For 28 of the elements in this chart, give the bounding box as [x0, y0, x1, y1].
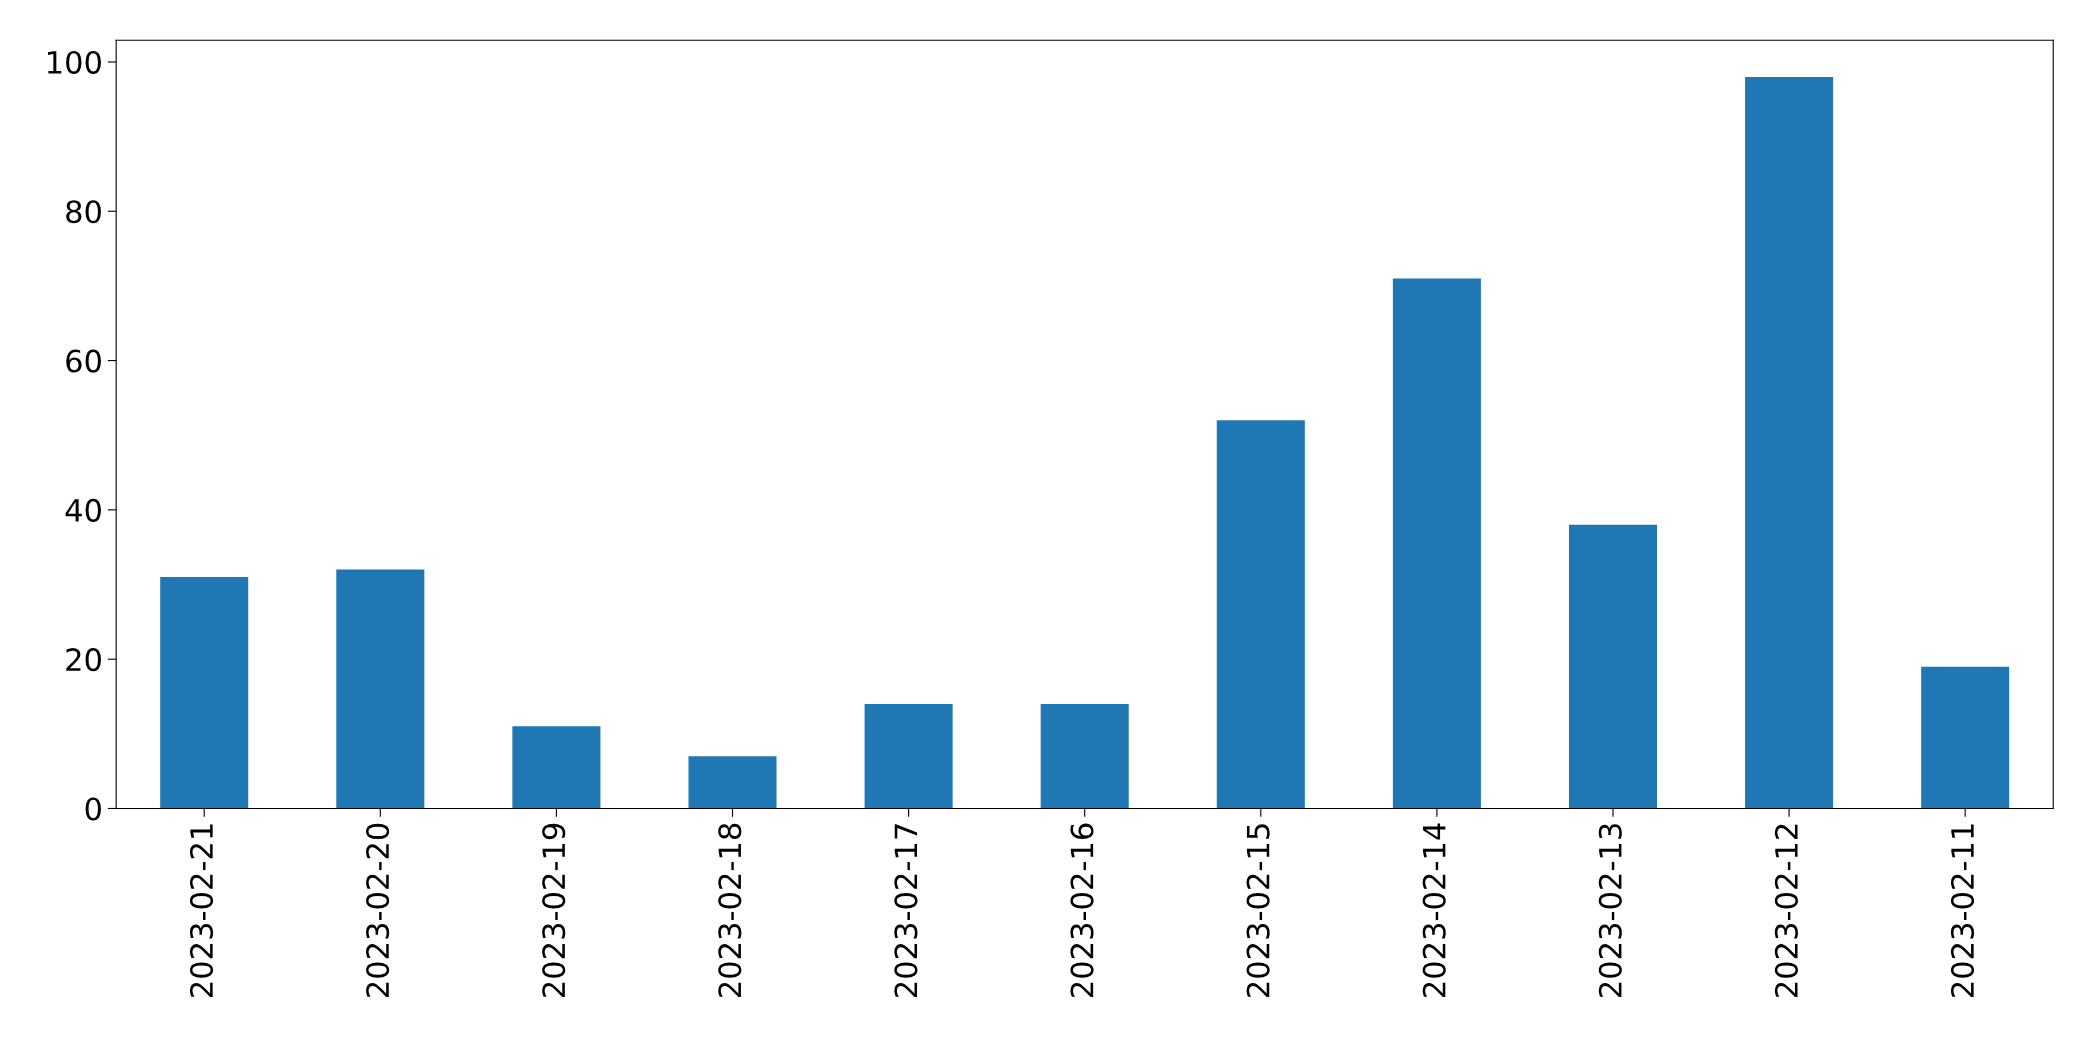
- x-tick-label: 2023-02-20: [366, 823, 390, 998]
- x-tick-label: 2023-02-17: [894, 824, 918, 998]
- x-tick-label: 2023-02-21: [189, 824, 214, 998]
- bar: [1040, 703, 1129, 809]
- x-tick-label: 2023-02-18: [718, 823, 742, 998]
- x-tick-label: 2023-02-12: [1774, 824, 1798, 998]
- y-tick-label: 100: [48, 50, 101, 75]
- bar: [1568, 524, 1658, 809]
- bar: [1745, 76, 1834, 809]
- y-tick-label: 60: [66, 349, 101, 373]
- x-tick-label: 2023-02-14: [1422, 823, 1446, 998]
- bar: [512, 726, 601, 809]
- x-tick-label: 2023-02-16: [1070, 823, 1094, 998]
- x-tick-label: 2023-02-19: [542, 823, 566, 998]
- y-tick-label: 20: [66, 648, 101, 672]
- bar: [1392, 278, 1481, 809]
- bar: [1921, 666, 2010, 809]
- y-tick-label: 40: [65, 498, 101, 522]
- y-tick-label: 0: [85, 797, 101, 821]
- bar: [1216, 420, 1305, 809]
- x-tick-label: 2023-02-15: [1246, 824, 1270, 998]
- bar: [160, 577, 249, 809]
- bar: [864, 703, 953, 809]
- bar: [688, 756, 777, 809]
- bar: [336, 569, 425, 809]
- y-tick-label: 80: [66, 200, 101, 224]
- x-tick-label: 2023-02-13: [1598, 824, 1622, 998]
- x-tick-label: 2023-02-11: [1950, 824, 1975, 998]
